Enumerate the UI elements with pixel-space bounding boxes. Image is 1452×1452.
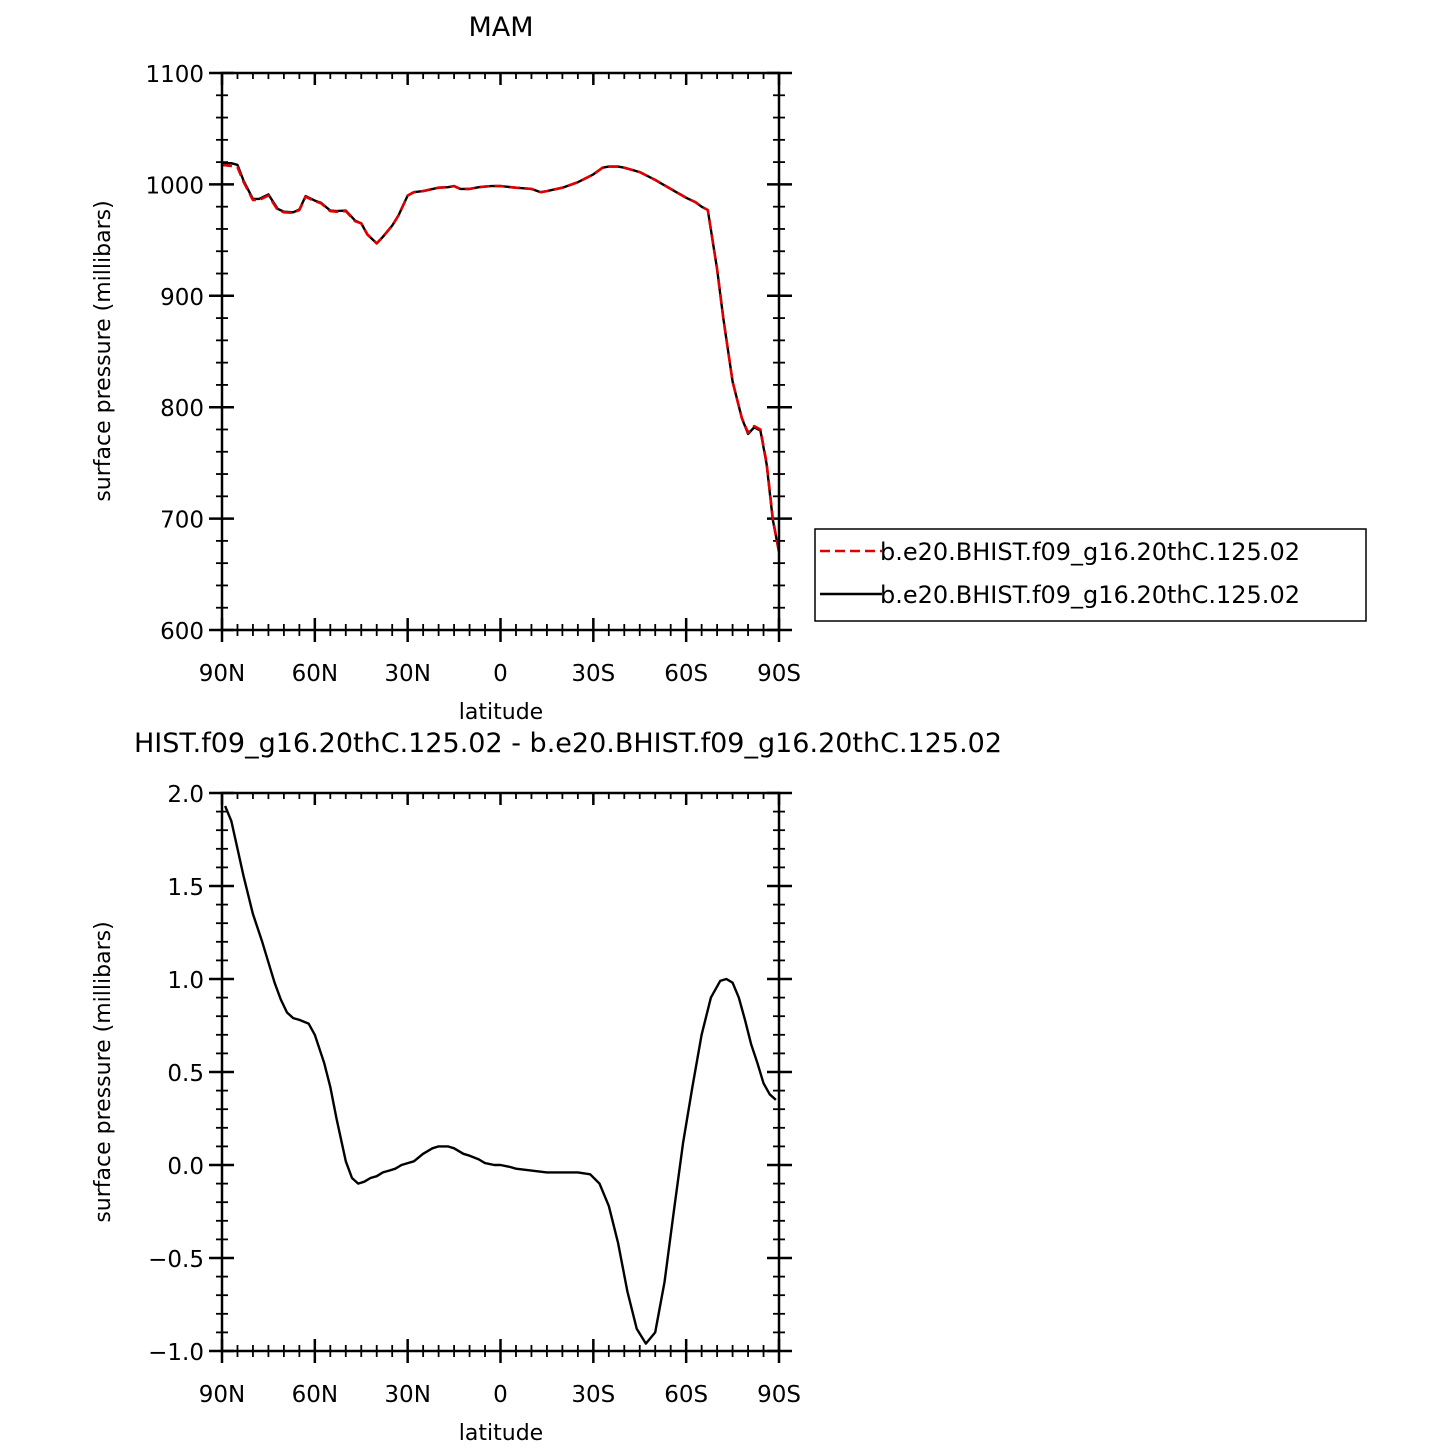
legend-entry-2: b.e20.BHIST.f09_g16.20thC.125.02 bbox=[880, 581, 1300, 609]
legend-box bbox=[814, 528, 1367, 622]
top-chart-frame bbox=[220, 71, 781, 632]
difference-chart-title: HIST.f09_g16.20thC.125.02 - b.e20.BHIST.… bbox=[134, 728, 1002, 759]
y-axis-label: surface pressure (millibars) bbox=[91, 921, 116, 1222]
y-tick-label: 0.5 bbox=[167, 1061, 204, 1087]
x-tick-label: 30S bbox=[571, 1382, 615, 1408]
x-tick-label: 30S bbox=[571, 661, 615, 687]
x-tick-label: 30N bbox=[384, 661, 430, 687]
bottom-chart-panel: HIST.f09_g16.20thC.125.02 - b.e20.BHIST.… bbox=[91, 728, 1002, 1446]
chart-title: MAM bbox=[468, 12, 533, 43]
y-tick-label: 1.0 bbox=[167, 968, 204, 994]
y-tick-label: −0.5 bbox=[148, 1247, 204, 1273]
x-tick-label: 30N bbox=[384, 1382, 430, 1408]
x-axis-label: latitude bbox=[459, 700, 543, 725]
bottom-chart-series bbox=[223, 805, 777, 1345]
x-axis-label: latitude bbox=[459, 1421, 543, 1446]
x-tick-label: 60S bbox=[664, 1382, 708, 1408]
series-line-2 bbox=[222, 161, 781, 553]
y-tick-label: −1.0 bbox=[148, 1340, 204, 1366]
bottom-chart-ticks: 90N 60N 30N 0 30S 60S 90S −1.0 −0.5 0.0 0.5 1.0 1.5 2… bbox=[148, 782, 801, 1408]
x-tick-label: 60N bbox=[292, 661, 338, 687]
x-tick-label: 60N bbox=[292, 1382, 338, 1408]
legend: b.e20.BHIST.f09_g16.20thC.125.02 b.e20.B… bbox=[814, 528, 1367, 622]
y-tick-label: 0.0 bbox=[167, 1154, 204, 1180]
x-tick-label: 0 bbox=[493, 661, 508, 687]
x-tick-label: 0 bbox=[493, 1382, 508, 1408]
bottom-chart-frame bbox=[220, 791, 781, 1353]
y-tick-label: 1.5 bbox=[167, 875, 204, 901]
x-tick-label: 90S bbox=[757, 1382, 801, 1408]
y-tick-label: 900 bbox=[160, 285, 204, 311]
legend-entry-1: b.e20.BHIST.f09_g16.20thC.125.02 bbox=[880, 538, 1300, 566]
top-chart-panel: MAM 90N 60N 30N 0 30S 60S 90S 600 700 800 900 1000 1… bbox=[91, 12, 801, 725]
series-line-1 bbox=[221, 163, 781, 553]
y-tick-label: 600 bbox=[160, 619, 204, 645]
y-tick-label: 700 bbox=[160, 508, 204, 534]
y-tick-label: 2.0 bbox=[167, 782, 204, 808]
top-chart-series bbox=[221, 161, 781, 553]
y-tick-label: 1000 bbox=[145, 173, 204, 199]
y-tick-label: 1100 bbox=[145, 62, 204, 88]
x-tick-label: 90S bbox=[757, 661, 801, 687]
x-tick-label: 60S bbox=[664, 661, 708, 687]
y-tick-label: 800 bbox=[160, 396, 204, 422]
y-axis-label: surface pressure (millibars) bbox=[91, 200, 116, 501]
x-tick-label: 90N bbox=[199, 661, 245, 687]
x-tick-label: 90N bbox=[199, 1382, 245, 1408]
top-chart-ticks: 90N 60N 30N 0 30S 60S 90S 600 700 800 900 1000 1100 bbox=[145, 62, 800, 687]
series-line-1 bbox=[223, 805, 777, 1345]
